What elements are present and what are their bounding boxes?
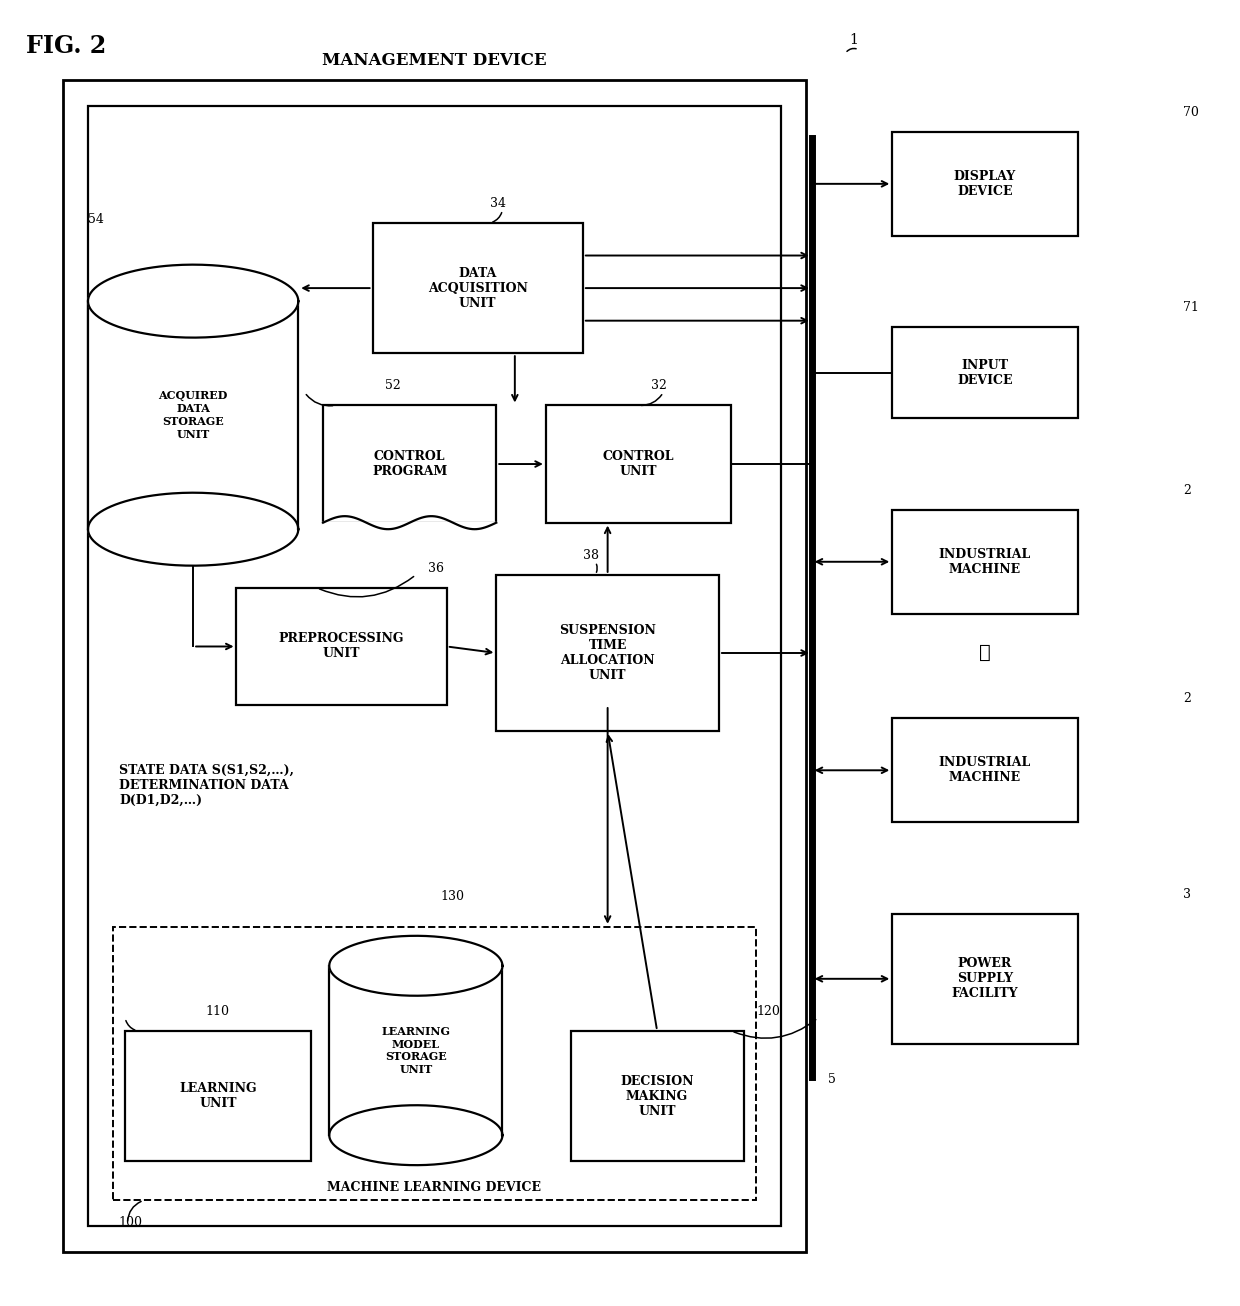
Text: STATE DATA S(S1,S2,…),
DETERMINATION DATA
D(D1,D2,…): STATE DATA S(S1,S2,…), DETERMINATION DAT… — [119, 764, 294, 807]
Text: MACHINE LEARNING DEVICE: MACHINE LEARNING DEVICE — [327, 1181, 542, 1194]
FancyBboxPatch shape — [546, 405, 732, 522]
Text: 70: 70 — [1183, 106, 1199, 119]
FancyBboxPatch shape — [893, 328, 1078, 418]
Text: 110: 110 — [206, 1004, 229, 1017]
Text: POWER
SUPPLY
FACILITY: POWER SUPPLY FACILITY — [951, 957, 1018, 1000]
Text: INDUSTRIAL
MACHINE: INDUSTRIAL MACHINE — [939, 756, 1032, 785]
Text: 32: 32 — [651, 379, 667, 392]
Text: 36: 36 — [428, 562, 444, 575]
Text: 2: 2 — [1183, 483, 1190, 496]
Text: 100: 100 — [119, 1216, 143, 1229]
Text: LEARNING
UNIT: LEARNING UNIT — [179, 1083, 257, 1110]
Text: CONTROL
PROGRAM: CONTROL PROGRAM — [372, 451, 448, 478]
FancyBboxPatch shape — [893, 132, 1078, 236]
Text: FIG. 2: FIG. 2 — [26, 34, 107, 57]
Text: INDUSTRIAL
MACHINE: INDUSTRIAL MACHINE — [939, 547, 1032, 576]
Text: SUSPENSION
TIME
ALLOCATION
UNIT: SUSPENSION TIME ALLOCATION UNIT — [559, 624, 656, 682]
FancyBboxPatch shape — [893, 914, 1078, 1043]
Text: 5: 5 — [828, 1072, 836, 1085]
Text: 34: 34 — [490, 197, 506, 210]
Text: 54: 54 — [88, 213, 104, 226]
Text: 130: 130 — [440, 891, 465, 904]
FancyBboxPatch shape — [570, 1030, 744, 1161]
Polygon shape — [330, 1105, 502, 1165]
Text: 52: 52 — [384, 379, 401, 392]
FancyBboxPatch shape — [237, 588, 446, 705]
Text: 120: 120 — [756, 1004, 780, 1017]
Polygon shape — [88, 265, 299, 338]
FancyBboxPatch shape — [496, 575, 719, 731]
FancyBboxPatch shape — [113, 927, 756, 1200]
Text: DECISION
MAKING
UNIT: DECISION MAKING UNIT — [620, 1075, 694, 1118]
Text: 38: 38 — [583, 549, 599, 562]
FancyBboxPatch shape — [63, 80, 806, 1252]
Text: 71: 71 — [1183, 302, 1199, 315]
Text: ⋮: ⋮ — [980, 644, 991, 662]
Text: ACQUIRED
DATA
STORAGE
UNIT: ACQUIRED DATA STORAGE UNIT — [159, 390, 228, 440]
Polygon shape — [88, 492, 299, 565]
FancyBboxPatch shape — [88, 106, 781, 1226]
FancyBboxPatch shape — [125, 1030, 311, 1161]
FancyBboxPatch shape — [324, 405, 496, 522]
FancyBboxPatch shape — [893, 509, 1078, 614]
Polygon shape — [330, 936, 502, 995]
Text: DISPLAY
DEVICE: DISPLAY DEVICE — [954, 170, 1016, 197]
FancyBboxPatch shape — [372, 223, 583, 353]
FancyBboxPatch shape — [893, 718, 1078, 823]
Text: LEARNING
MODEL
STORAGE
UNIT: LEARNING MODEL STORAGE UNIT — [382, 1025, 450, 1075]
Text: 3: 3 — [1183, 888, 1190, 901]
Text: CONTROL
UNIT: CONTROL UNIT — [603, 451, 675, 478]
Text: INPUT
DEVICE: INPUT DEVICE — [957, 359, 1013, 387]
Text: MANAGEMENT DEVICE: MANAGEMENT DEVICE — [322, 51, 547, 68]
Text: DATA
ACQUISITION
UNIT: DATA ACQUISITION UNIT — [428, 266, 528, 310]
Text: PREPROCESSING
UNIT: PREPROCESSING UNIT — [279, 632, 404, 661]
Text: 1: 1 — [849, 33, 858, 47]
Text: 2: 2 — [1183, 692, 1190, 705]
